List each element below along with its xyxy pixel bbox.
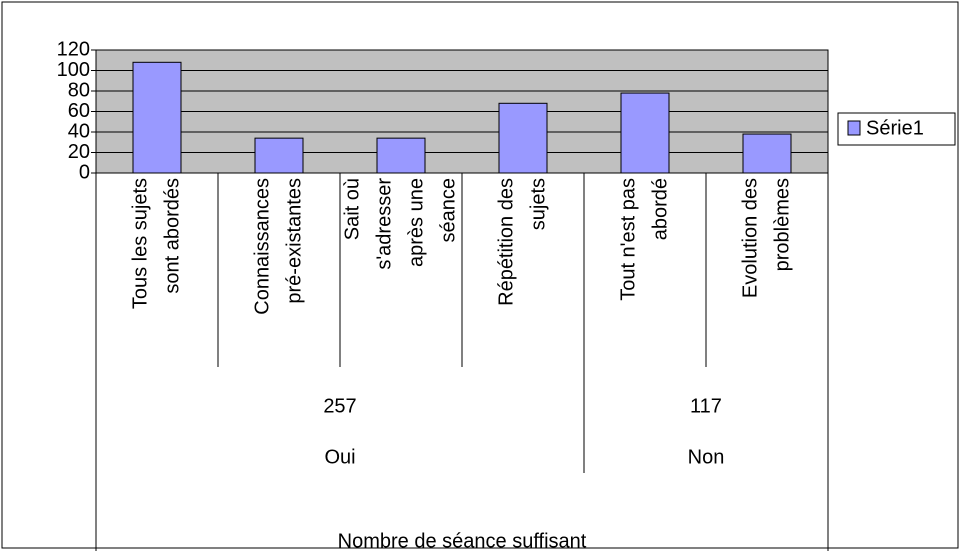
- bar: [132, 61, 182, 174]
- x-tick-label: sont abordés: [161, 178, 183, 294]
- x-tick-label: problèmes: [771, 178, 793, 271]
- y-tick-label: 120: [57, 38, 90, 60]
- x-tick-label: Sait où: [341, 178, 363, 240]
- x-tick-label: Evolution des: [739, 178, 761, 298]
- y-tick-label: 100: [57, 59, 90, 81]
- group-label: Non: [688, 446, 725, 468]
- legend-swatch: [847, 120, 861, 136]
- group-label: Oui: [324, 446, 355, 468]
- x-tick-label: s'adresser: [373, 178, 395, 270]
- category-title: Nombre de séance suffisant: [338, 530, 587, 551]
- y-tick-label: 60: [68, 100, 90, 122]
- y-tick-label: 20: [68, 141, 90, 163]
- bar: [742, 133, 792, 174]
- x-tick-label: Tout n'est pas: [617, 178, 639, 301]
- x-tick-label: séance: [437, 178, 459, 243]
- y-tick-label: 0: [79, 161, 90, 183]
- bar: [254, 137, 304, 174]
- x-tick-label: Tous les sujets: [129, 178, 151, 309]
- x-tick-label: sujets: [527, 178, 549, 230]
- y-tick-label: 80: [68, 79, 90, 101]
- x-tick-label: abordé: [649, 178, 671, 240]
- x-tick-label: Connaissances: [251, 178, 273, 315]
- legend-label: Série1: [866, 117, 924, 139]
- x-tick-label: Répétition des: [495, 178, 517, 306]
- x-tick-label: pré-existantes: [283, 178, 305, 304]
- group-count: 117: [690, 395, 722, 417]
- bar: [620, 92, 670, 174]
- x-tick-label: après une: [405, 178, 427, 267]
- bar: [376, 137, 426, 174]
- y-tick-label: 40: [68, 120, 90, 142]
- group-count: 257: [323, 395, 356, 417]
- bar: [498, 102, 548, 174]
